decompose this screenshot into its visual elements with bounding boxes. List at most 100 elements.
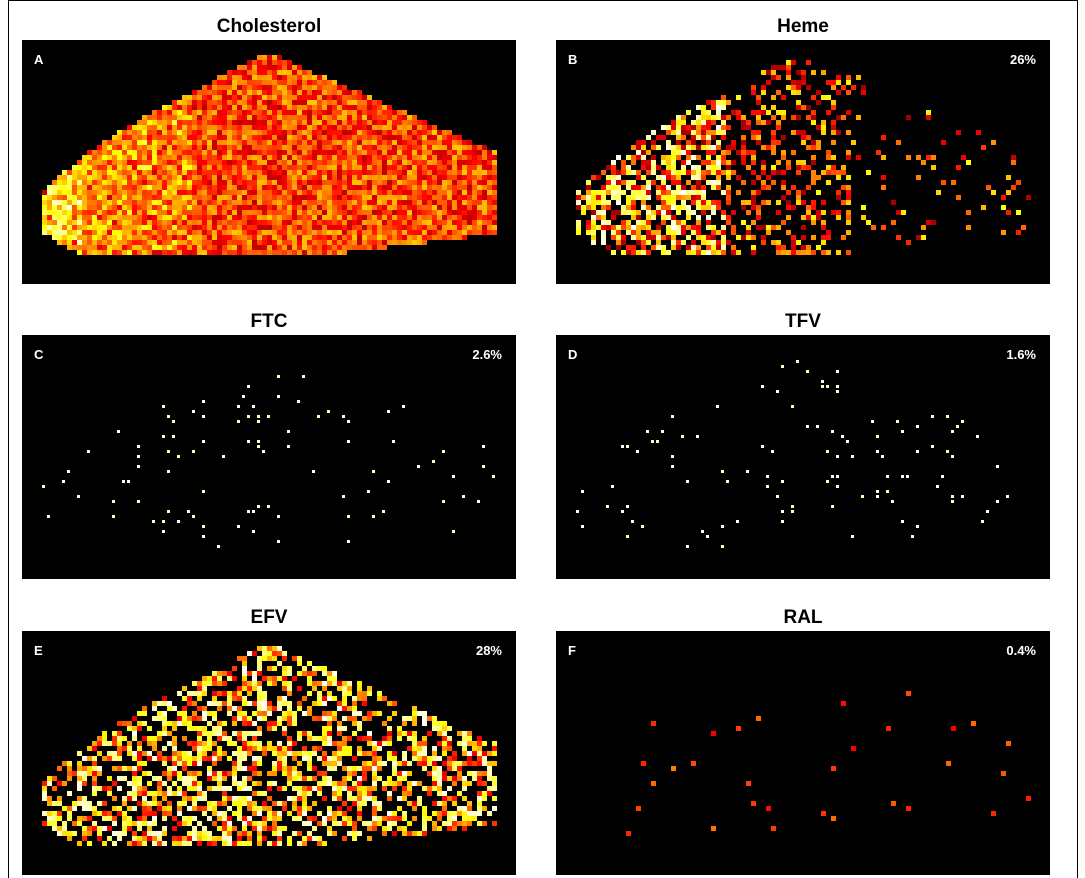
pixel — [362, 791, 367, 796]
pixel — [387, 125, 392, 130]
pixel — [716, 180, 721, 185]
pixel — [187, 215, 192, 220]
pixel — [217, 180, 222, 185]
pixel — [277, 646, 282, 651]
pixel — [676, 150, 681, 155]
pixel — [112, 135, 117, 140]
pixel — [212, 125, 217, 130]
pixel — [701, 530, 704, 533]
pixel — [117, 746, 122, 751]
pixel — [352, 711, 357, 716]
pixel — [741, 140, 746, 145]
pixel — [117, 215, 122, 220]
pixel — [87, 185, 92, 190]
pixel — [142, 811, 147, 816]
pixel — [432, 210, 437, 215]
pixel — [312, 165, 317, 170]
pixel — [137, 816, 142, 821]
pixel — [621, 220, 626, 225]
pixel — [312, 95, 317, 100]
pixel — [347, 230, 352, 235]
pixel — [337, 781, 342, 786]
pixel — [62, 210, 67, 215]
pixel — [821, 200, 826, 205]
pixel — [212, 115, 217, 120]
pixel — [152, 821, 157, 826]
pixel — [362, 771, 367, 776]
pixel — [352, 130, 357, 135]
pixel — [82, 180, 87, 185]
pixel — [397, 240, 402, 245]
pixel — [806, 145, 811, 150]
pixel — [442, 205, 447, 210]
pixel — [127, 215, 132, 220]
pixel — [162, 240, 167, 245]
pixel — [327, 155, 332, 160]
pixel — [362, 210, 367, 215]
pixel — [327, 250, 332, 255]
pixel — [796, 250, 801, 255]
pixel — [152, 215, 157, 220]
pixel — [746, 470, 749, 473]
pixel — [177, 170, 182, 175]
pixel — [392, 761, 397, 766]
pixel — [262, 826, 267, 831]
pixel — [322, 701, 327, 706]
pixel — [232, 165, 237, 170]
pixel — [122, 766, 127, 771]
pixel — [162, 105, 167, 110]
pixel — [262, 100, 267, 105]
panel-title: Cholesterol — [217, 16, 322, 37]
pixel — [492, 475, 495, 478]
pixel — [197, 205, 202, 210]
pixel — [102, 731, 107, 736]
pixel — [796, 240, 801, 245]
pixel — [462, 150, 467, 155]
pixel — [342, 115, 347, 120]
pixel — [342, 95, 347, 100]
pixel — [202, 130, 207, 135]
pixel — [806, 245, 811, 250]
pixel — [192, 180, 197, 185]
pixel — [302, 215, 307, 220]
pixel — [362, 200, 367, 205]
pixel — [257, 731, 262, 736]
pixel — [487, 190, 492, 195]
pixel — [302, 90, 307, 95]
pixel — [192, 746, 197, 751]
pixel — [746, 225, 751, 230]
pixel — [382, 180, 387, 185]
pixel — [826, 480, 829, 483]
pixel — [651, 210, 656, 215]
pixel — [202, 240, 207, 245]
pixel — [342, 200, 347, 205]
pixel — [387, 170, 392, 175]
pixel — [661, 215, 666, 220]
pixel — [157, 781, 162, 786]
pixel — [272, 95, 277, 100]
pixel — [826, 450, 829, 453]
pixel — [207, 175, 212, 180]
pixel — [771, 115, 776, 120]
pixel — [452, 195, 457, 200]
pixel — [477, 225, 482, 230]
pixel — [252, 806, 257, 811]
pixel — [197, 821, 202, 826]
pixel — [342, 210, 347, 215]
pixel — [796, 85, 801, 90]
pixel — [217, 701, 222, 706]
pixel — [297, 250, 302, 255]
pixel — [277, 741, 282, 746]
pixel — [57, 816, 62, 821]
pixel — [217, 671, 222, 676]
pixel — [312, 766, 317, 771]
pixel — [62, 806, 67, 811]
pixel — [77, 776, 82, 781]
pixel — [152, 756, 157, 761]
pixel — [132, 130, 137, 135]
pixel — [586, 180, 591, 185]
pixel — [397, 781, 402, 786]
pixel — [282, 726, 287, 731]
pixel — [741, 235, 746, 240]
pixel — [277, 115, 282, 120]
